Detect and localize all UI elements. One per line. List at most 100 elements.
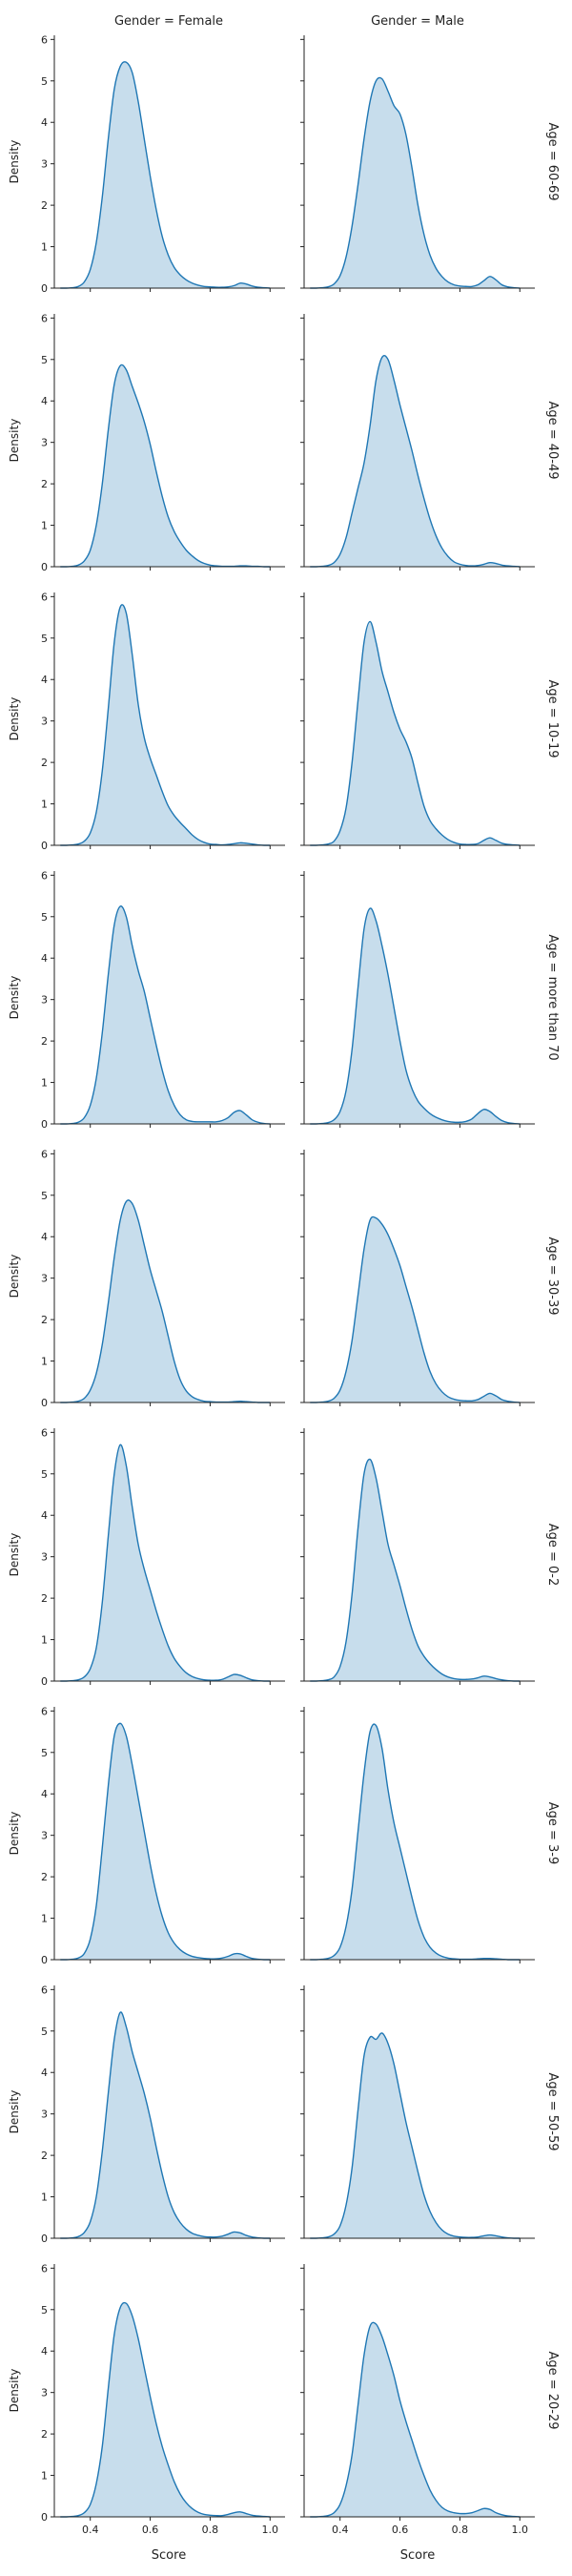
density-line-age-30-39-gender-male	[310, 1215, 521, 1403]
y-tick-label: 1	[41, 2470, 48, 2483]
density-area-age-more-than-70-gender-female	[60, 905, 271, 1124]
y-axis-label: Density	[8, 697, 21, 741]
density-area-age-20-29-gender-male	[310, 2322, 521, 2517]
density-area-age-10-19-gender-male	[310, 621, 521, 845]
y-tick-label: 6	[41, 312, 48, 324]
y-tick-label: 1	[41, 1077, 48, 1090]
panels-container: 0 1 2 3 4 5 6 Density Age = 60-69 0 1 2 3 4 5 6 Density A…	[8, 33, 560, 2536]
x-tick-label: 0.8	[202, 2524, 219, 2536]
panel-age-0-2-gender-male: Age = 0-2	[300, 1428, 560, 1685]
y-tick-label: 2	[41, 2150, 48, 2162]
density-area-age-50-59-gender-female	[60, 2011, 271, 2238]
density-line-age-0-2-gender-male	[310, 1458, 521, 1682]
row-title: Age = 40-49	[545, 401, 560, 479]
y-tick-label: 3	[41, 1551, 48, 1564]
y-tick-label: 6	[41, 1705, 48, 1717]
y-axis-label: Density	[8, 2369, 21, 2413]
row-title: Age = 0-2	[545, 1524, 560, 1587]
y-tick-label: 6	[41, 591, 48, 603]
density-area-age-40-49-gender-female	[60, 364, 271, 567]
density-area-age-3-9-gender-female	[60, 1723, 271, 1960]
panel-age-more-than-70-gender-male: Age = more than 70	[300, 871, 560, 1128]
density-area-age-10-19-gender-female	[60, 604, 271, 845]
col-title-female: Gender = Female	[114, 14, 223, 29]
y-tick-label: 4	[41, 1509, 48, 1522]
y-tick-label: 2	[41, 2428, 48, 2441]
y-tick-label: 3	[41, 994, 48, 1007]
row-title: Age = 50-59	[545, 2072, 560, 2150]
y-tick-label: 4	[41, 1231, 48, 1243]
x-axis-label-female: Score	[152, 2548, 186, 2563]
y-tick-label: 3	[41, 2387, 48, 2399]
y-tick-label: 5	[41, 2025, 48, 2038]
density-area-age-50-59-gender-male	[310, 2032, 521, 2238]
y-tick-label: 4	[41, 1788, 48, 1800]
panel-age-40-49-gender-female: 0 1 2 3 4 5 6 Density	[8, 312, 285, 573]
y-tick-label: 1	[41, 2192, 48, 2204]
y-tick-label: 1	[41, 1913, 48, 1925]
y-tick-label: 2	[41, 478, 48, 490]
y-tick-label: 0	[41, 561, 48, 573]
density-area-age-0-2-gender-male	[310, 1459, 521, 1681]
panel-age-10-19-gender-female: 0 1 2 3 4 5 6 Density	[8, 591, 285, 852]
density-area-age-40-49-gender-male	[310, 355, 521, 567]
y-tick-label: 0	[41, 1954, 48, 1966]
panel-age-60-69-gender-female: 0 1 2 3 4 5 6 Density	[8, 33, 285, 295]
y-tick-label: 0	[41, 1118, 48, 1131]
density-line-age-more-than-70-gender-female	[60, 904, 271, 1125]
density-area-age-60-69-gender-female	[60, 61, 271, 288]
y-tick-label: 2	[41, 1035, 48, 1048]
y-tick-label: 1	[41, 241, 48, 254]
y-tick-label: 6	[41, 869, 48, 882]
density-line-age-60-69-gender-female	[60, 61, 271, 289]
y-tick-label: 3	[41, 437, 48, 449]
y-tick-label: 0	[41, 1397, 48, 1409]
density-line-age-3-9-gender-male	[310, 1723, 521, 1961]
col-title-male: Gender = Male	[371, 14, 464, 29]
y-axis-label: Density	[8, 140, 21, 184]
panel-age-30-39-gender-male: Age = 30-39	[300, 1150, 560, 1406]
y-tick-label: 1	[41, 799, 48, 811]
y-tick-label: 5	[41, 911, 48, 924]
density-line-age-20-29-gender-female	[60, 2301, 271, 2518]
x-tick-label: 0.4	[82, 2524, 99, 2536]
row-title: Age = 10-19	[545, 679, 560, 758]
y-axis-label: Density	[8, 2090, 21, 2134]
y-tick-label: 5	[41, 633, 48, 645]
y-axis-label: Density	[8, 1255, 21, 1298]
density-area-age-more-than-70-gender-male	[310, 907, 521, 1124]
density-line-age-10-19-gender-female	[60, 604, 271, 846]
y-axis-label: Density	[8, 976, 21, 1020]
y-tick-label: 4	[41, 116, 48, 129]
density-line-age-40-49-gender-male	[310, 354, 521, 568]
y-axis-label: Density	[8, 1533, 21, 1577]
density-area-age-30-39-gender-male	[310, 1216, 521, 1402]
panel-age-40-49-gender-male: Age = 40-49	[300, 314, 560, 571]
density-line-age-3-9-gender-female	[60, 1722, 271, 1961]
density-line-age-10-19-gender-male	[310, 620, 521, 846]
y-tick-label: 1	[41, 520, 48, 532]
x-tick-label: 0.8	[452, 2524, 469, 2536]
y-tick-label: 5	[41, 354, 48, 366]
panel-age-3-9-gender-male: Age = 3-9	[300, 1707, 560, 1963]
density-line-age-0-2-gender-female	[60, 1444, 271, 1682]
panel-age-20-29-gender-female: 0 1 2 3 4 5 6 0.4 0.6 0.8 1.0 Density	[8, 2262, 285, 2536]
density-line-age-20-29-gender-male	[310, 2321, 521, 2518]
y-tick-label: 2	[41, 199, 48, 212]
y-axis-label: Density	[8, 419, 21, 463]
panel-age-60-69-gender-male: Age = 60-69	[300, 35, 560, 292]
y-tick-label: 5	[41, 1468, 48, 1481]
y-tick-label: 4	[41, 952, 48, 965]
row-title: Age = 3-9	[545, 1802, 560, 1865]
y-tick-label: 4	[41, 2067, 48, 2079]
density-line-age-60-69-gender-male	[310, 76, 521, 289]
y-tick-label: 6	[41, 33, 48, 46]
y-tick-label: 4	[41, 2345, 48, 2358]
y-tick-label: 3	[41, 1830, 48, 1842]
y-tick-label: 4	[41, 395, 48, 407]
panel-age-50-59-gender-male: Age = 50-59	[300, 1985, 560, 2242]
x-tick-label: 0.4	[332, 2524, 349, 2536]
y-tick-label: 3	[41, 716, 48, 728]
density-area-age-20-29-gender-female	[60, 2302, 271, 2517]
